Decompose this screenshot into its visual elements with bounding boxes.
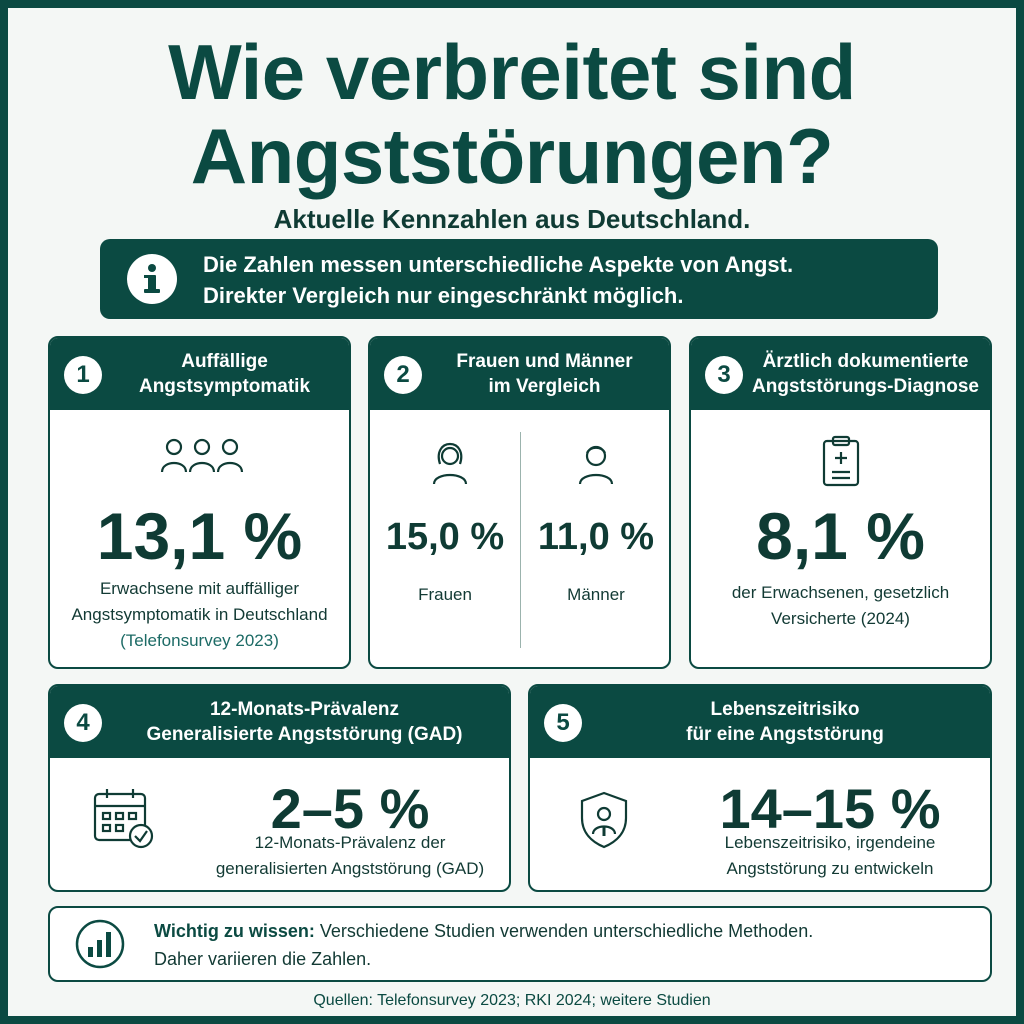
description-line-2: Versicherte (2024): [771, 609, 910, 628]
title-line-2: Angststörungen?: [190, 112, 834, 200]
note-line-2: Daher variieren die Zahlen.: [154, 949, 372, 969]
lifetime-value: 14–15 %: [719, 777, 941, 840]
description-line-2: Angstsymptomatik in Deutschland: [71, 605, 328, 624]
description-line-1: der Erwachsenen, gesetzlich: [731, 583, 950, 602]
divider: [520, 432, 521, 648]
card-lifetime-risk: 5 Lebenszeitrisiko für eine Angststörung…: [528, 684, 992, 892]
card-title-line-2: Generalisierte Angststörung (GAD): [146, 724, 463, 745]
symptoms-value: 13,1 %: [96, 499, 303, 573]
card-number-badge: 5: [544, 704, 582, 742]
card-medical-diagnosis: 3 Ärztlich dokumentierte Angststörungs-D…: [689, 336, 992, 669]
card-title: Auffällige Angstsymptomatik: [110, 338, 339, 410]
card-number-badge: 3: [705, 356, 743, 394]
bar-chart-icon: [74, 918, 126, 975]
card-title: Ärztlich dokumentierte Angststörungs-Dia…: [751, 338, 980, 410]
gad-value: 2–5 %: [270, 777, 430, 840]
description-line-2: Angststörung zu entwickeln: [726, 859, 934, 878]
info-banner: Die Zahlen messen unterschiedliche Aspek…: [100, 239, 938, 319]
man-icon: [576, 440, 616, 491]
card-header: 2 Frauen und Männer im Vergleich: [370, 338, 669, 410]
note-line-1: Verschiedene Studien verwenden unterschi…: [319, 921, 814, 941]
sources-line: Quellen: Telefonsurvey 2023; RKI 2024; w…: [313, 992, 711, 1009]
card-title-line-1: Lebenszeitrisiko: [710, 699, 860, 720]
men-value: 11,0 %: [537, 516, 655, 558]
note-label: Wichtig zu wissen:: [154, 921, 315, 941]
medical-clipboard-icon: [820, 434, 862, 493]
card-gad-prevalence: 4 12-Monats-Prävalenz Generalisierte Ang…: [48, 684, 511, 892]
description-line-1: Lebenszeitrisiko, irgendeine: [724, 833, 936, 852]
card-gender-comparison: 2 Frauen und Männer im Vergleich 15,0 % …: [368, 336, 671, 669]
info-line-1: Die Zahlen messen unterschiedliche Aspek…: [203, 252, 794, 277]
card-header: 1 Auffällige Angstsymptomatik: [50, 338, 349, 410]
card-title: Lebenszeitrisiko für eine Angststörung: [590, 686, 980, 758]
card-title-line-1: Auffällige: [181, 351, 268, 372]
card-title-line-2: für eine Angststörung: [686, 724, 884, 745]
card-title-line-1: 12-Monats-Prävalenz: [209, 699, 399, 720]
description-line-2: generalisierten Angststörung (GAD): [215, 859, 485, 878]
gad-description: 12-Monats-Prävalenz der generalisierten …: [200, 830, 500, 882]
card-title-line-2: Angstsymptomatik: [138, 376, 311, 397]
card-number-badge: 2: [384, 356, 422, 394]
card-anxiety-symptoms: 1 Auffällige Angstsymptomatik 13,1 % Erw…: [48, 336, 351, 669]
info-line-2: Direkter Vergleich nur eingeschränkt mög…: [203, 283, 684, 308]
card-title: 12-Monats-Prävalenz Generalisierte Angst…: [110, 686, 499, 758]
page-subtitle: Aktuelle Kennzahlen aus Deutschland.: [273, 204, 751, 234]
card-title-line-1: Ärztlich dokumentierte: [762, 351, 969, 372]
calendar-check-icon: [92, 786, 156, 857]
men-label: Männer: [567, 585, 625, 604]
diagnosis-description: der Erwachsenen, gesetzlich Versicherte …: [691, 580, 990, 632]
symptoms-description: Erwachsene mit auffälliger Angstsymptoma…: [50, 576, 349, 654]
lifetime-description: Lebenszeitrisiko, irgendeine Angststörun…: [680, 830, 980, 882]
description-line-1: Erwachsene mit auffälliger: [99, 579, 300, 598]
description-line-1: 12-Monats-Prävalenz der: [254, 833, 446, 852]
page-title: Wie verbreitet sind Angststörungen?: [8, 30, 1016, 198]
card-header: 4 12-Monats-Prävalenz Generalisierte Ang…: [50, 686, 509, 758]
info-icon: [127, 254, 177, 304]
card-title-line-2: im Vergleich: [488, 376, 601, 397]
card-title-line-2: Angststörungs-Diagnose: [752, 376, 979, 397]
women-label: Frauen: [418, 585, 472, 604]
title-line-1: Wie verbreitet sind: [168, 28, 856, 116]
woman-icon: [430, 440, 470, 491]
shield-person-icon: [578, 790, 630, 855]
card-number-badge: 4: [64, 704, 102, 742]
card-title: Frauen und Männer im Vergleich: [430, 338, 659, 410]
important-note-box: Wichtig zu wissen: Verschiedene Studien …: [48, 906, 992, 982]
diagnosis-value: 8,1 %: [756, 499, 925, 573]
women-value: 15,0 %: [385, 516, 505, 558]
card-title-line-1: Frauen und Männer: [456, 351, 633, 372]
card-header: 3 Ärztlich dokumentierte Angststörungs-D…: [691, 338, 990, 410]
card-header: 5 Lebenszeitrisiko für eine Angststörung: [530, 686, 990, 758]
note-text: Wichtig zu wissen: Verschiedene Studien …: [154, 917, 813, 973]
people-group-icon: [160, 436, 244, 481]
source-note: (Telefonsurvey 2023): [120, 631, 279, 650]
card-number-badge: 1: [64, 356, 102, 394]
